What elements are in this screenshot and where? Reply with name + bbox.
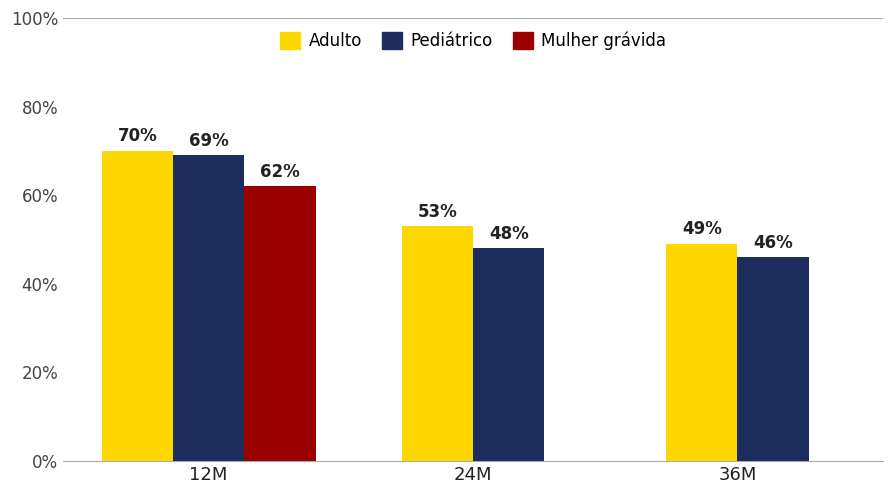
Text: 70%: 70% [117, 127, 157, 145]
Bar [173, 155, 244, 461]
Bar [738, 257, 809, 461]
Bar [102, 151, 173, 461]
Bar [666, 244, 738, 461]
Bar [401, 226, 473, 461]
Text: 69%: 69% [189, 132, 229, 149]
Text: 48%: 48% [489, 225, 528, 243]
Text: 62%: 62% [260, 163, 299, 181]
Text: 53%: 53% [417, 202, 457, 221]
Text: 49%: 49% [682, 220, 721, 238]
Text: 46%: 46% [754, 234, 793, 251]
Legend: Adulto, Pediátrico, Mulher grávida: Adulto, Pediátrico, Mulher grávida [275, 26, 670, 55]
Bar [473, 248, 544, 461]
Bar [244, 187, 316, 461]
